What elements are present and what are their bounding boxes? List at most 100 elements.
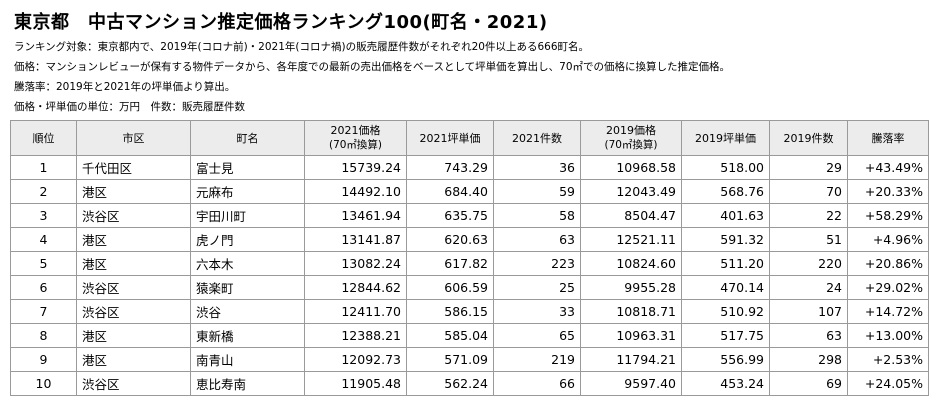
price-2019-cell: 12521.11 <box>580 227 682 252</box>
tsubo-2021-cell: 606.59 <box>406 275 494 300</box>
header-town[interactable]: 町名 <box>190 120 305 156</box>
count-2019-cell: 24 <box>769 275 848 300</box>
tsubo-2021-cell: 617.82 <box>406 251 494 276</box>
count-2019-cell: 22 <box>769 203 848 228</box>
header-price-2021-sub: (70㎡換算) <box>328 139 383 151</box>
town-cell: 恵比寿南 <box>190 371 305 396</box>
rank-cell: 4 <box>10 227 77 252</box>
table-row: 7 渋谷区 渋谷 12411.70 586.15 33 10818.71 510.92 107 +… <box>10 299 929 324</box>
tsubo-2021-cell: 743.29 <box>406 155 494 180</box>
header-count-2021[interactable]: 2021件数 <box>493 120 581 156</box>
town-cell: 富士見 <box>190 155 305 180</box>
header-price-2021[interactable]: 2021価格 (70㎡換算) <box>304 120 407 156</box>
rank-cell: 9 <box>10 347 77 372</box>
count-2021-cell: 36 <box>493 155 581 180</box>
change-rate-cell: +4.96% <box>847 227 929 252</box>
rank-cell: 3 <box>10 203 77 228</box>
tsubo-2019-cell: 453.24 <box>681 371 770 396</box>
count-2021-cell: 66 <box>493 371 581 396</box>
header-ward[interactable]: 市区 <box>76 120 191 156</box>
tsubo-2021-cell: 635.75 <box>406 203 494 228</box>
count-2021-cell: 65 <box>493 323 581 348</box>
count-2021-cell: 33 <box>493 299 581 324</box>
table-row: 4 港区 虎ノ門 13141.87 620.63 63 12521.11 591.32 51 +4… <box>10 227 929 252</box>
note-units: 価格・坪単価の単位：万円 件数：販売履歴件数 <box>14 101 245 113</box>
table-body: 1 千代田区 富士見 15739.24 743.29 36 10968.58 518.00 29… <box>10 155 929 396</box>
note-target: ランキング対象：東京都内で、2019年(コロナ前)・2021年(コロナ禍)の販売… <box>14 41 589 53</box>
price-2021-cell: 14492.10 <box>304 179 407 204</box>
page-title: 東京都 中古マンション推定価格ランキング100(町名・2021) <box>14 12 548 33</box>
ward-cell: 港区 <box>76 227 191 252</box>
change-rate-cell: +43.49% <box>847 155 929 180</box>
price-2019-cell: 10824.60 <box>580 251 682 276</box>
count-2019-cell: 63 <box>769 323 848 348</box>
tsubo-2021-cell: 586.15 <box>406 299 494 324</box>
header-tsubo-2021[interactable]: 2021坪単価 <box>406 120 494 156</box>
table-row: 8 港区 東新橋 12388.21 585.04 65 10963.31 517.75 63 +1… <box>10 323 929 348</box>
tsubo-2019-cell: 556.99 <box>681 347 770 372</box>
tsubo-2019-cell: 568.76 <box>681 179 770 204</box>
tsubo-2019-cell: 511.20 <box>681 251 770 276</box>
count-2019-cell: 51 <box>769 227 848 252</box>
table-row: 3 渋谷区 宇田川町 13461.94 635.75 58 8504.47 401.63 22 +… <box>10 203 929 228</box>
price-2021-cell: 15739.24 <box>304 155 407 180</box>
rank-cell: 6 <box>10 275 77 300</box>
count-2019-cell: 69 <box>769 371 848 396</box>
ranking-table: 順位 市区 町名 2021価格 (70㎡換算) 2021坪単価 2021件数 2… <box>10 120 929 396</box>
tsubo-2019-cell: 510.92 <box>681 299 770 324</box>
count-2021-cell: 59 <box>493 179 581 204</box>
ward-cell: 千代田区 <box>76 155 191 180</box>
header-change-rate[interactable]: 騰落率 <box>847 120 929 156</box>
change-rate-cell: +29.02% <box>847 275 929 300</box>
price-2021-cell: 13082.24 <box>304 251 407 276</box>
price-2019-cell: 10968.58 <box>580 155 682 180</box>
rank-cell: 2 <box>10 179 77 204</box>
rank-cell: 5 <box>10 251 77 276</box>
header-price-2019-sub: (70㎡換算) <box>604 139 658 151</box>
change-rate-cell: +20.86% <box>847 251 929 276</box>
count-2021-cell: 63 <box>493 227 581 252</box>
tsubo-2019-cell: 517.75 <box>681 323 770 348</box>
price-2019-cell: 10818.71 <box>580 299 682 324</box>
tsubo-2019-cell: 470.14 <box>681 275 770 300</box>
count-2021-cell: 25 <box>493 275 581 300</box>
note-price: 価格：マンションレビューが保有する物件データから、各年度での最新の売出価格をベー… <box>14 61 731 73</box>
count-2021-cell: 58 <box>493 203 581 228</box>
header-price-2021-label: 2021価格 <box>330 124 381 137</box>
town-cell: 南青山 <box>190 347 305 372</box>
count-2019-cell: 107 <box>769 299 848 324</box>
price-2021-cell: 11905.48 <box>304 371 407 396</box>
change-rate-cell: +2.53% <box>847 347 929 372</box>
count-2019-cell: 29 <box>769 155 848 180</box>
ward-cell: 港区 <box>76 179 191 204</box>
price-2019-cell: 12043.49 <box>580 179 682 204</box>
table-header-row: 順位 市区 町名 2021価格 (70㎡換算) 2021坪単価 2021件数 2… <box>10 120 929 156</box>
tsubo-2021-cell: 620.63 <box>406 227 494 252</box>
ward-cell: 渋谷区 <box>76 275 191 300</box>
rank-cell: 8 <box>10 323 77 348</box>
price-2019-cell: 9955.28 <box>580 275 682 300</box>
tsubo-2021-cell: 585.04 <box>406 323 494 348</box>
table-row: 5 港区 六本木 13082.24 617.82 223 10824.60 511.20 220… <box>10 251 929 276</box>
count-2019-cell: 298 <box>769 347 848 372</box>
price-2019-cell: 11794.21 <box>580 347 682 372</box>
rank-cell: 7 <box>10 299 77 324</box>
town-cell: 渋谷 <box>190 299 305 324</box>
header-rank[interactable]: 順位 <box>10 120 77 156</box>
tsubo-2019-cell: 401.63 <box>681 203 770 228</box>
price-2019-cell: 8504.47 <box>580 203 682 228</box>
price-2021-cell: 12092.73 <box>304 347 407 372</box>
price-2019-cell: 9597.40 <box>580 371 682 396</box>
town-cell: 猿楽町 <box>190 275 305 300</box>
ward-cell: 渋谷区 <box>76 371 191 396</box>
town-cell: 宇田川町 <box>190 203 305 228</box>
note-change-rate: 騰落率：2019年と2021年の坪単価より算出。 <box>14 81 236 93</box>
count-2019-cell: 70 <box>769 179 848 204</box>
table-row: 9 港区 南青山 12092.73 571.09 219 11794.21 556.99 298… <box>10 347 929 372</box>
header-count-2019[interactable]: 2019件数 <box>769 120 848 156</box>
header-tsubo-2019[interactable]: 2019坪単価 <box>681 120 770 156</box>
header-price-2019[interactable]: 2019価格 (70㎡換算) <box>580 120 682 156</box>
ward-cell: 港区 <box>76 347 191 372</box>
tsubo-2021-cell: 571.09 <box>406 347 494 372</box>
